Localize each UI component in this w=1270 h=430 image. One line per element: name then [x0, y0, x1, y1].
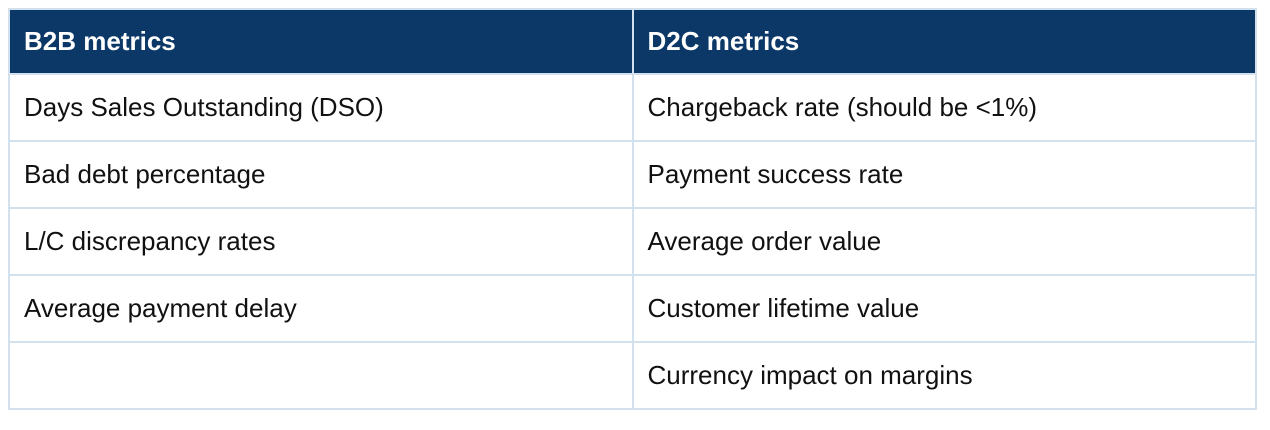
- table-cell: Payment success rate: [631, 140, 1257, 209]
- table-cell: Average order value: [631, 207, 1257, 276]
- table-row: L/C discrepancy rates Average order value: [8, 207, 1257, 276]
- header-row: B2B metrics D2C metrics: [8, 8, 1257, 75]
- table-container: B2B metrics D2C metrics Days Sales Outsta…: [8, 8, 1257, 410]
- header-cell: D2C metrics: [631, 8, 1257, 75]
- table-row: Average payment delay Customer lifetime v…: [8, 274, 1257, 343]
- empty-cell: [8, 341, 634, 410]
- table-row: Currency impact on margins: [8, 341, 1257, 410]
- header-cell: B2B metrics: [8, 8, 634, 75]
- table-cell: Currency impact on margins: [631, 341, 1257, 410]
- table-row: Bad debt percentage Payment success rate: [8, 140, 1257, 209]
- table-row: Days Sales Outstanding (DSO) Chargeback r…: [8, 73, 1257, 142]
- table-cell: Chargeback rate (should be <1%): [631, 73, 1257, 142]
- table-cell: Bad debt percentage: [8, 140, 634, 209]
- table-cell: Customer lifetime value: [631, 274, 1257, 343]
- table-cell: L/C discrepancy rates: [8, 207, 634, 276]
- table-cell: Days Sales Outstanding (DSO): [8, 73, 634, 142]
- metrics-table: B2B metrics D2C metrics Days Sales Outsta…: [8, 8, 1257, 410]
- table-cell: Average payment delay: [8, 274, 634, 343]
